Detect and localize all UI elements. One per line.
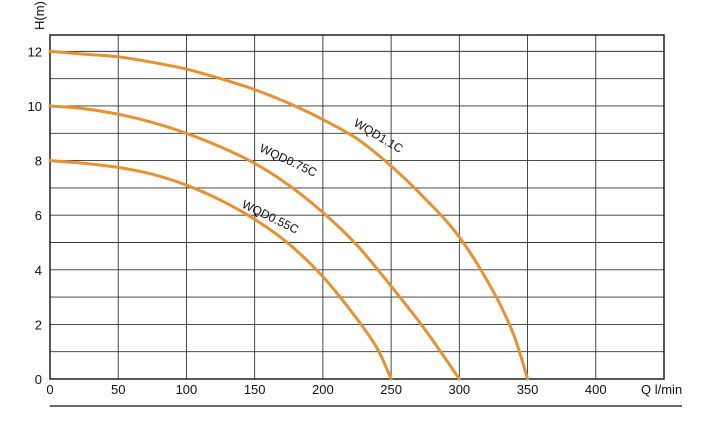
- y-tick-label: 12: [28, 44, 42, 59]
- y-tick-label: 8: [35, 154, 42, 169]
- x-axis-title: Q l/min: [641, 382, 682, 397]
- y-tick-label: 2: [35, 317, 42, 332]
- x-tick-label: 100: [176, 382, 198, 397]
- tick-labels: 0 50 100 150 200 250 300 350 400 0 2 4 6 8 10 12: [28, 44, 607, 397]
- series-line: [48, 159, 393, 381]
- x-tick-label: 250: [380, 382, 402, 397]
- y-tick-label: 0: [35, 372, 42, 387]
- x-tick-label: 300: [448, 382, 470, 397]
- y-tick-label: 10: [28, 99, 42, 114]
- x-tick-label: 150: [244, 382, 266, 397]
- x-tick-label: 50: [111, 382, 125, 397]
- series-line: [48, 49, 530, 381]
- grid-lines: [50, 35, 664, 379]
- x-tick-label: 0: [46, 382, 53, 397]
- y-axis-title: H(m): [32, 1, 47, 30]
- x-tick-label: 400: [585, 382, 607, 397]
- plot-frame: [49, 34, 665, 380]
- x-tick-label: 200: [312, 382, 334, 397]
- x-tick-label: 350: [517, 382, 539, 397]
- series-line: [48, 104, 461, 381]
- y-tick-label: 6: [35, 208, 42, 223]
- y-tick-label: 4: [35, 263, 42, 278]
